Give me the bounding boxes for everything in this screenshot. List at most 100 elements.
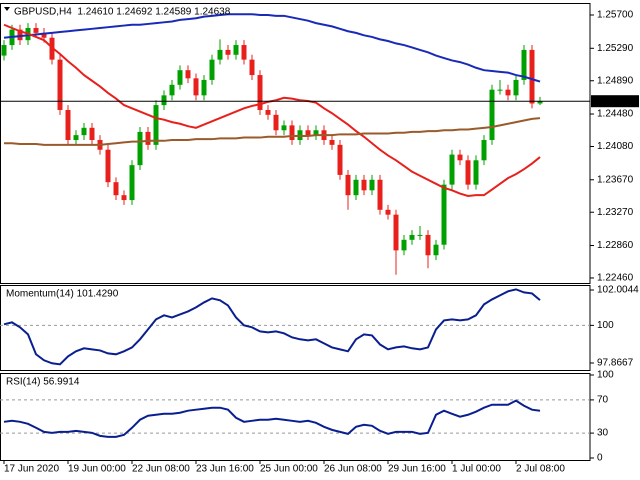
- candle-body: [529, 49, 535, 104]
- candle-body: [465, 160, 471, 185]
- candle-body: [209, 59, 215, 80]
- candle-body: [345, 174, 351, 196]
- y-tick-label: 70: [597, 395, 609, 406]
- candle-body: [33, 27, 39, 33]
- current-price-box: [591, 95, 639, 108]
- candle-body: [65, 109, 71, 140]
- y-tick-label: 1.22460: [597, 273, 634, 284]
- x-tick-label: 22 Jun 08:00: [132, 464, 190, 475]
- candle-body: [377, 179, 383, 210]
- candle-body: [153, 105, 159, 145]
- panel-frame: [0, 373, 591, 461]
- candle-body: [353, 179, 359, 196]
- y-tick-label: 1.22860: [597, 240, 634, 251]
- y-tick-label: 97.8667: [597, 358, 634, 369]
- x-tick-label: 1 Jul 00:00: [452, 464, 501, 475]
- candle-body: [513, 79, 519, 96]
- moving-average-line: [4, 117, 541, 146]
- candle-body: [57, 59, 63, 110]
- indicator-line: [3, 288, 541, 366]
- y-tick-label: 100: [597, 320, 614, 331]
- moving-average-line: [3, 13, 541, 83]
- candle-body: [481, 139, 487, 161]
- panel-title: RSI(14) 56.9914: [6, 377, 80, 388]
- title-dropdown-icon: [4, 7, 10, 11]
- candle-body: [129, 165, 135, 201]
- candle-body: [409, 234, 415, 240]
- candle-body: [441, 184, 447, 245]
- candle-body: [217, 49, 223, 60]
- candle-body: [393, 214, 399, 251]
- candle-body: [425, 234, 431, 256]
- candle-body: [177, 70, 183, 85]
- candle-body: [457, 154, 463, 161]
- x-tick-label: 26 Jun 08:00: [324, 464, 382, 475]
- candle-body: [361, 179, 367, 191]
- indicator-line: [3, 399, 541, 438]
- candle-body: [241, 45, 247, 60]
- candle-body: [273, 114, 279, 131]
- candle-body: [337, 144, 343, 175]
- candle-body: [433, 244, 439, 256]
- candle-body: [449, 154, 455, 185]
- candle-body: [225, 49, 231, 55]
- y-tick-label: 1.23270: [597, 207, 634, 218]
- chart-title: GBPUSD,H4 1.24610 1.24692 1.24589 1.2463…: [14, 7, 231, 18]
- candle-body: [89, 127, 95, 140]
- candle-body: [161, 95, 167, 106]
- candle-body: [105, 149, 111, 183]
- candle-body: [121, 195, 127, 201]
- candle-body: [401, 239, 407, 251]
- x-tick-label: 19 Jun 00:00: [68, 464, 126, 475]
- candle-body: [185, 70, 191, 79]
- candle-body: [537, 101, 543, 104]
- candle-body: [473, 160, 479, 185]
- y-tick-label: 1.25700: [597, 10, 634, 21]
- candle-body: [497, 89, 503, 91]
- y-tick-label: 1.25290: [597, 43, 634, 54]
- candle-body: [145, 131, 151, 145]
- candle-body: [201, 79, 207, 96]
- candle-body: [1, 45, 7, 56]
- candle-body: [281, 125, 287, 131]
- candle-body: [137, 131, 143, 166]
- candle-body: [305, 130, 311, 136]
- candle-body: [113, 182, 119, 196]
- candle-body: [313, 130, 319, 136]
- x-tick-label: 29 Jun 16:00: [388, 464, 446, 475]
- candle-body: [505, 89, 511, 96]
- panel-title: Momentum(14) 101.4290: [6, 289, 119, 300]
- panel-frame: [0, 285, 591, 371]
- candle-body: [233, 45, 239, 55]
- y-tick-label: 1.24480: [597, 109, 634, 120]
- candle-body: [385, 209, 391, 215]
- x-tick-label: 25 Jun 00:00: [260, 464, 318, 475]
- candle-body: [417, 234, 423, 236]
- candle-body: [73, 135, 79, 140]
- candle-body: [289, 125, 295, 140]
- x-tick-label: 23 Jun 16:00: [196, 464, 254, 475]
- candle-body: [193, 78, 199, 96]
- candle-body: [489, 89, 495, 140]
- candle-body: [17, 29, 23, 41]
- y-tick-label: 1.24890: [597, 75, 634, 86]
- y-tick-label: 0: [597, 453, 603, 464]
- current-price-label: 1.24638: [595, 96, 632, 107]
- candle-body: [169, 84, 175, 96]
- candle-body: [265, 109, 271, 115]
- candle-body: [329, 139, 335, 145]
- y-tick-label: 1.23670: [597, 174, 634, 185]
- x-tick-label: 2 Jul 08:00: [516, 464, 565, 475]
- y-tick-label: 100: [597, 370, 614, 381]
- y-tick-label: 30: [597, 428, 609, 439]
- y-tick-label: 102.0044: [597, 285, 639, 296]
- candle-body: [521, 49, 527, 80]
- panel-frame: [0, 3, 591, 284]
- y-tick-label: 1.24080: [597, 141, 634, 152]
- x-tick-label: 17 Jun 2020: [4, 464, 59, 475]
- candle-body: [249, 59, 255, 76]
